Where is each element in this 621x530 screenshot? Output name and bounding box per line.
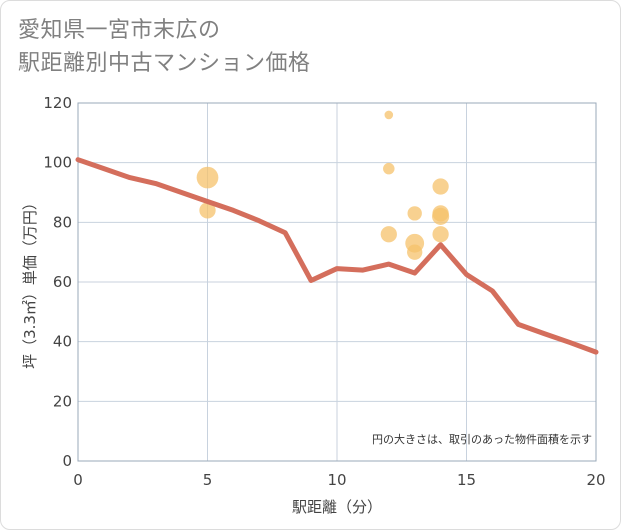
chart-title-line-1: 愛知県一宮市末広の (18, 18, 221, 43)
axis-ticks: 0 5 10 15 20 0 20 40 60 80 100 120 (43, 94, 605, 489)
plot-area-border (77, 102, 597, 462)
bubble-size-note: 円の大きさは、取引のあった物件面積を示す (372, 432, 592, 446)
grid-lines (78, 103, 596, 461)
y-tick-label: 0 (62, 452, 72, 470)
data-bubble (407, 206, 422, 221)
x-tick-label: 10 (327, 471, 346, 489)
trend-line-series (75, 157, 599, 355)
data-bubble (432, 226, 449, 243)
data-bubble (432, 207, 450, 225)
y-tick-label: 20 (53, 392, 72, 410)
trend-line (75, 157, 599, 355)
chart-title-line-2: 駅距離別中古マンション価格 (18, 51, 311, 76)
data-bubble (380, 226, 397, 243)
chart-title: 愛知県一宮市末広の 駅距離別中古マンション価格 (18, 14, 311, 80)
data-bubble (196, 166, 219, 189)
data-bubble (407, 244, 423, 260)
bubble-series (196, 110, 450, 260)
y-tick-label: 120 (43, 94, 72, 112)
data-bubble (199, 202, 216, 219)
x-tick-label: 0 (73, 471, 83, 489)
y-axis-label: 坪（3.3㎡）単価（万円） (21, 195, 39, 369)
x-tick-label: 5 (203, 471, 213, 489)
data-bubble (383, 162, 395, 175)
y-tick-label: 40 (53, 333, 72, 351)
x-tick-label: 20 (586, 471, 605, 489)
x-axis-label: 駅距離（分） (292, 498, 382, 516)
x-tick-label: 15 (457, 471, 476, 489)
data-bubble (432, 178, 449, 195)
y-tick-label: 80 (53, 213, 72, 231)
y-tick-label: 60 (53, 273, 72, 291)
y-tick-label: 100 (43, 154, 72, 172)
data-bubble (384, 110, 394, 120)
